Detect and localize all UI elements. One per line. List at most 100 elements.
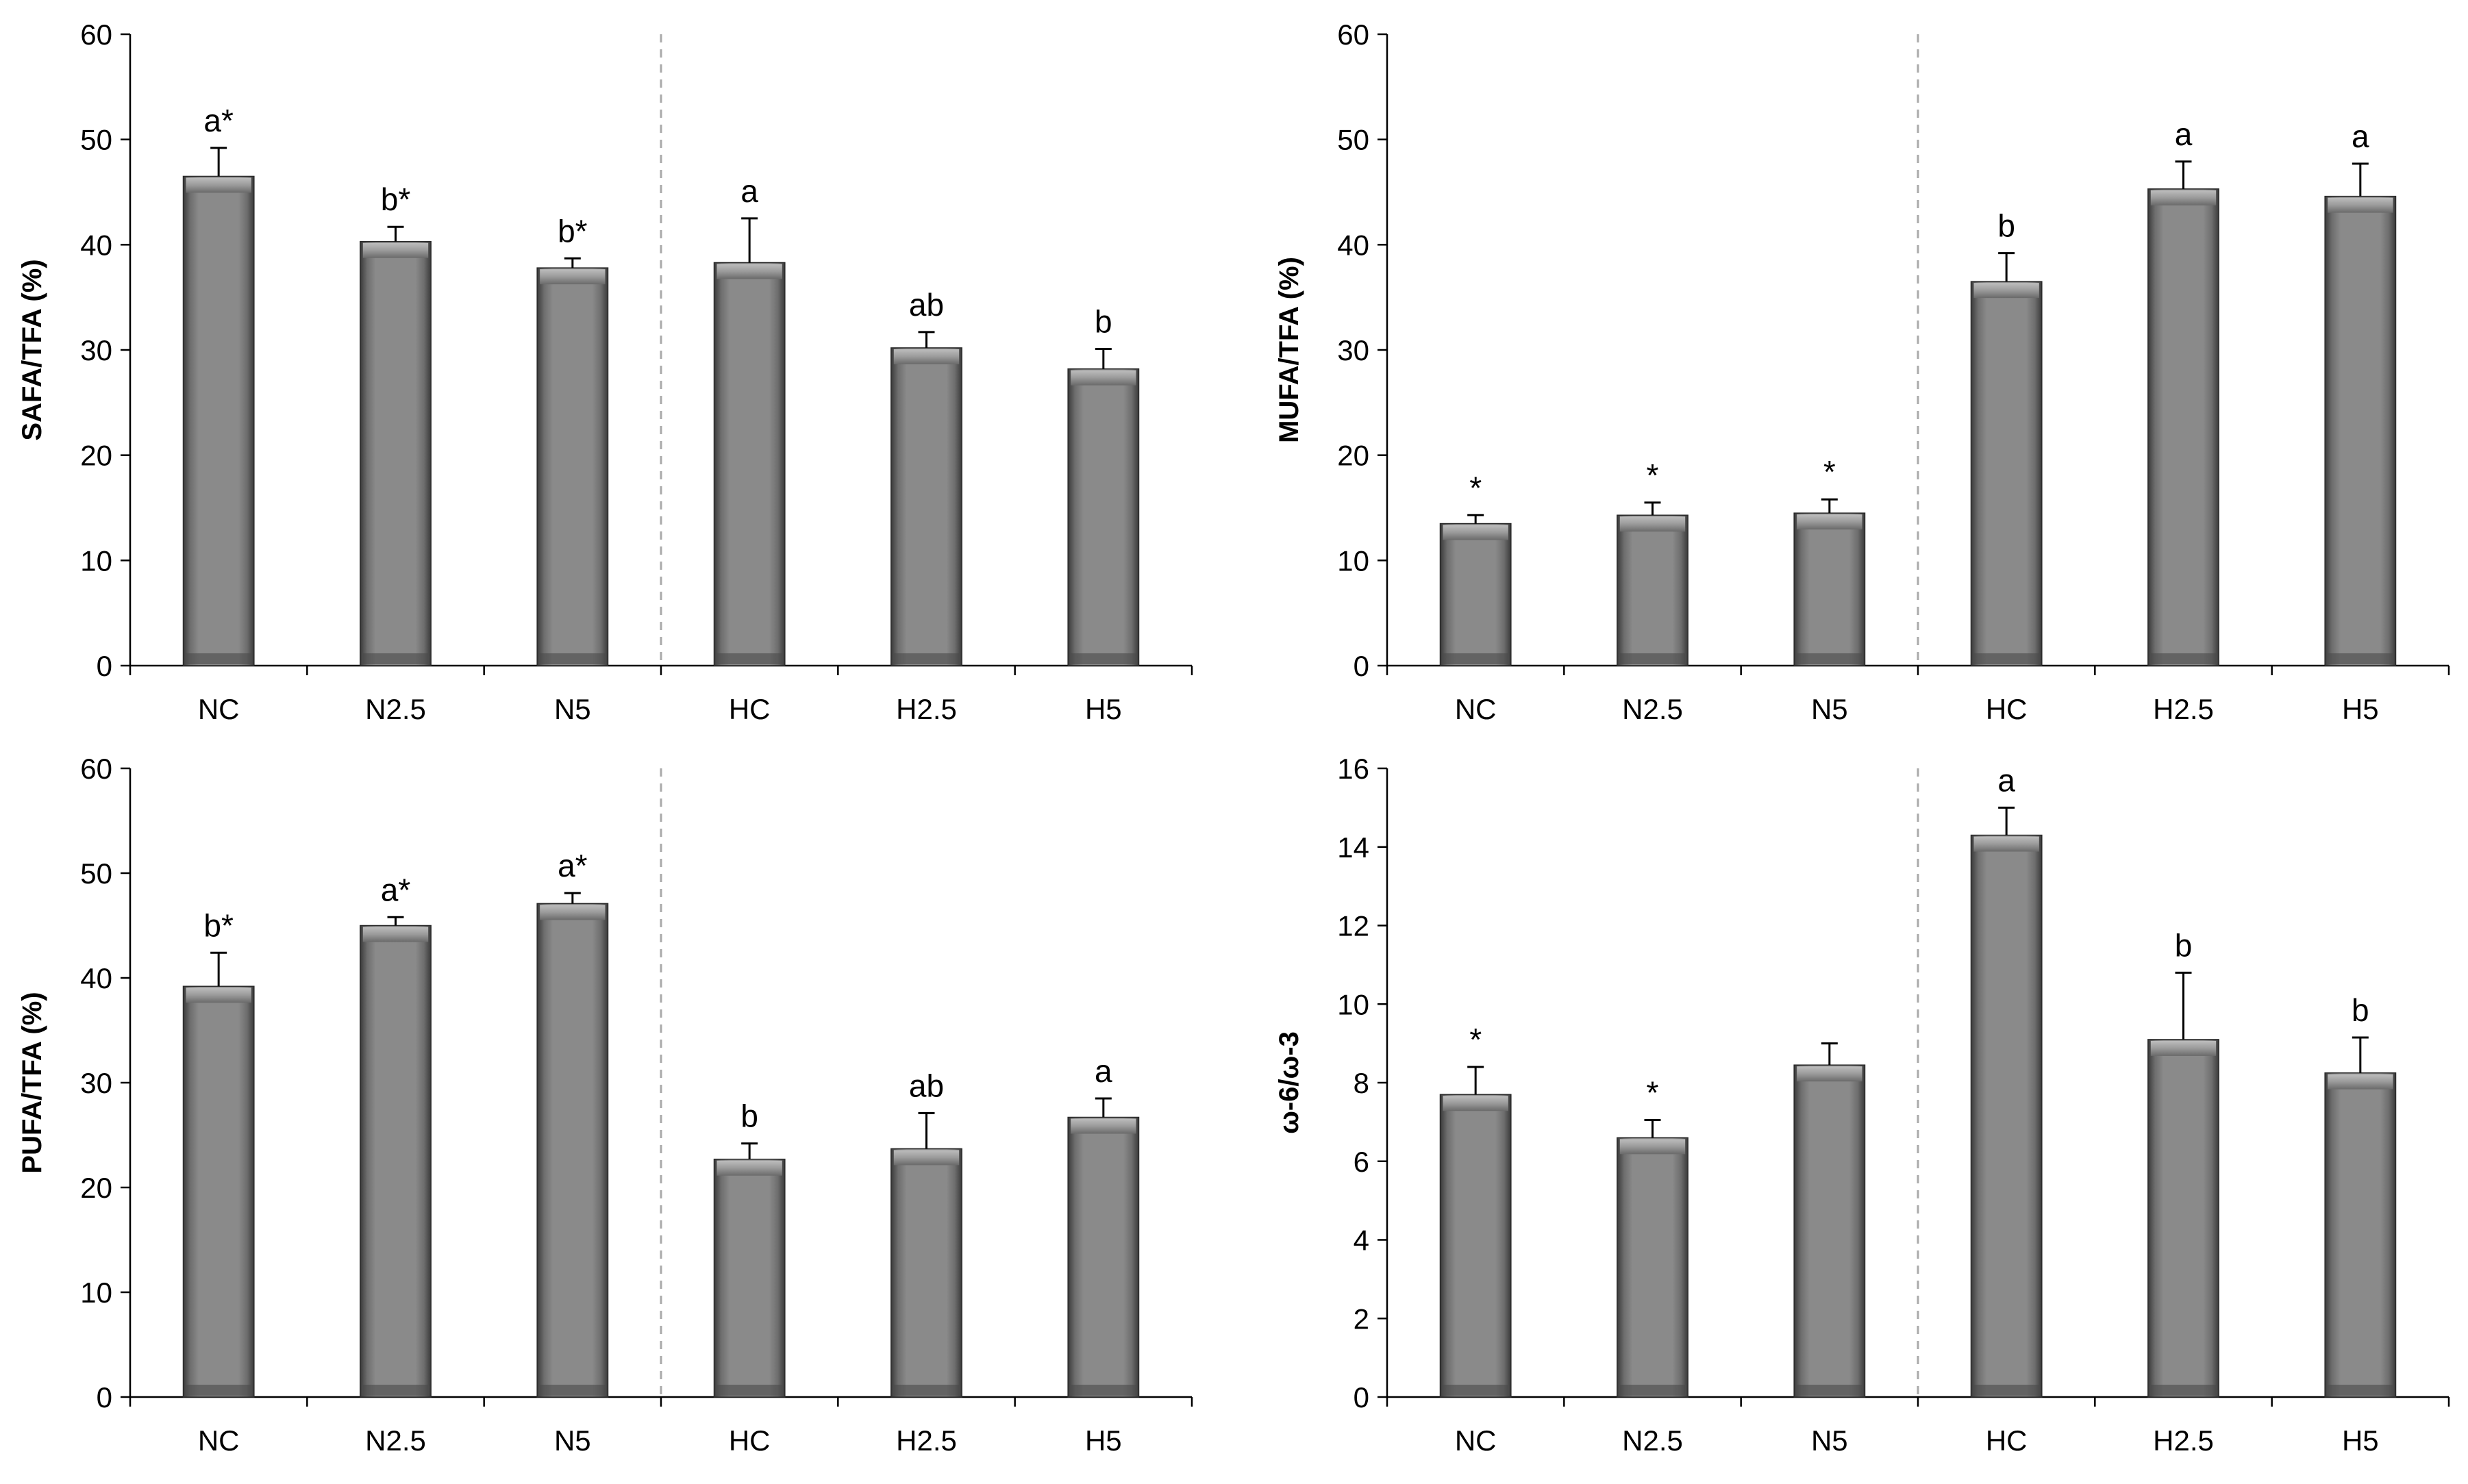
significance-label: b: [740, 1098, 758, 1134]
bar-base: [1797, 1385, 1862, 1396]
bar-cap: [1071, 370, 1136, 386]
bar-cap: [362, 927, 429, 942]
y-tick-label: 0: [1354, 650, 1369, 682]
bar: [182, 985, 255, 1398]
y-tick-label: 60: [80, 18, 112, 51]
y-tick-label: 4: [1354, 1224, 1369, 1257]
bar-base: [2150, 653, 2217, 664]
y-tick-label: 6: [1354, 1146, 1369, 1178]
bar: [1793, 1064, 1866, 1398]
bar-cap: [540, 269, 606, 285]
y-tick-label: 40: [80, 962, 112, 994]
significance-label: a: [2175, 116, 2193, 152]
bar-base: [1797, 653, 1862, 664]
y-tick-label: 10: [80, 544, 112, 577]
y-tick-label: 30: [80, 1067, 112, 1099]
x-tick-label: H2.5: [896, 693, 957, 725]
y-tick-label: 50: [80, 857, 112, 890]
significance-label: b*: [203, 907, 234, 943]
significance-label: a*: [558, 848, 588, 883]
significance-label: *: [1823, 454, 1836, 490]
bar-cap: [1619, 516, 1686, 532]
bar: [2324, 195, 2397, 666]
bar: [890, 347, 962, 666]
bar: [1439, 523, 1512, 666]
bar: [1617, 1137, 1688, 1398]
y-tick-label: 12: [1337, 910, 1369, 942]
bar: [713, 262, 786, 666]
y-tick-label: 30: [80, 334, 112, 366]
y-tick-label: 60: [80, 753, 112, 785]
bar: [2147, 188, 2219, 666]
chart-panel-2: 0 10 20 30 40 50 60 NC N2.5 N5 HC H2.5 H5 MUFA/TFA (%…: [1274, 18, 2450, 725]
y-axis-label: ω-6/ω-3: [1274, 1031, 1304, 1134]
significance-label: ab: [909, 1068, 944, 1103]
x-tick-label: N5: [1811, 1424, 1848, 1457]
bar-base: [1973, 1385, 2039, 1396]
bar-cap: [1443, 525, 1508, 540]
x-tick-label: H5: [1085, 693, 1122, 725]
bar: [890, 1148, 962, 1398]
bar-base: [1619, 653, 1686, 664]
x-tick-label: NC: [1455, 693, 1497, 725]
chart-panel-3: 0 10 20 30 40 50 60 NC N2.5 N5 HC H2.5 H5 PUFA/TFA (%…: [17, 753, 1193, 1457]
y-tick-label: 0: [97, 1381, 112, 1413]
y-tick-label: 10: [80, 1277, 112, 1309]
y-tick-label: 20: [80, 440, 112, 472]
x-tick-label: N2.5: [1622, 1424, 1683, 1457]
significance-label: *: [1469, 1022, 1482, 1057]
x-tick-label: H2.5: [2153, 693, 2214, 725]
bar-base: [2328, 653, 2393, 664]
x-tick-label: H5: [1085, 1424, 1122, 1457]
bar-cap: [2328, 1074, 2393, 1090]
bar-cap: [1443, 1096, 1508, 1111]
y-tick-label: 16: [1337, 753, 1369, 785]
bar-base: [1071, 1385, 1136, 1396]
bar: [1067, 1116, 1140, 1398]
x-tick-label: HC: [1986, 693, 2028, 725]
significance-label: a: [2352, 118, 2369, 154]
bar-cap: [1071, 1118, 1136, 1134]
bar-cap: [893, 1150, 960, 1166]
x-tick-label: NC: [1455, 1424, 1497, 1457]
significance-label: a: [1997, 762, 2015, 798]
significance-label: b*: [381, 181, 411, 217]
y-tick-label: 50: [80, 124, 112, 156]
x-tick-label: N5: [554, 693, 591, 725]
significance-label: b*: [558, 213, 588, 249]
bar-cap: [716, 1160, 782, 1176]
bar-cap: [540, 905, 606, 920]
x-tick-label: H5: [2342, 693, 2379, 725]
bar-cap: [2150, 190, 2217, 205]
bar-base: [1071, 653, 1136, 664]
x-tick-label: HC: [1986, 1424, 2028, 1457]
bar-cap: [1973, 283, 2039, 299]
bar-cap: [1973, 836, 2039, 852]
bar: [1617, 514, 1688, 666]
bar-base: [186, 653, 251, 664]
bar: [536, 267, 609, 666]
y-tick-label: 20: [1337, 440, 1369, 472]
significance-label: b: [1997, 208, 2015, 244]
x-tick-label: N2.5: [1622, 693, 1683, 725]
bar-cap: [186, 177, 251, 193]
x-tick-label: HC: [729, 1424, 771, 1457]
bar: [713, 1158, 786, 1398]
y-tick-label: 2: [1354, 1303, 1369, 1335]
bar: [182, 175, 255, 666]
bar-base: [362, 653, 429, 664]
y-tick-label: 8: [1354, 1067, 1369, 1099]
bar-base: [1973, 653, 2039, 664]
x-tick-label: N2.5: [365, 693, 426, 725]
x-tick-label: N5: [554, 1424, 591, 1457]
bar: [2324, 1072, 2397, 1398]
x-tick-label: NC: [198, 693, 240, 725]
bar-base: [2150, 1385, 2217, 1396]
bar: [1970, 834, 2043, 1398]
x-tick-label: N2.5: [365, 1424, 426, 1457]
bar-base: [1443, 653, 1508, 664]
bar: [360, 240, 432, 666]
bar-cap: [2328, 197, 2393, 213]
bar-base: [1619, 1385, 1686, 1396]
